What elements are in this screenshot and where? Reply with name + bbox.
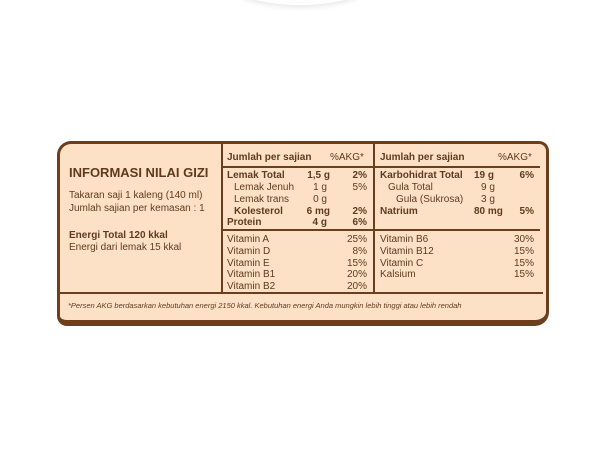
- servings-per-pack: Jumlah sajian per kemasan : 1: [69, 203, 205, 214]
- vitamin-name: Vitamin D: [227, 245, 271, 257]
- footnote: *Persen AKG berdasarkan kebutuhan energi…: [68, 301, 462, 310]
- nutrient-name: Karbohidrat Total: [380, 170, 463, 181]
- header-akg: %AKG*: [498, 152, 532, 163]
- nutrient-name: Lemak trans: [234, 194, 290, 205]
- vitamin-akg: 20%: [346, 269, 367, 281]
- serving-size: Takaran saji 1 kaleng (140 ml): [69, 190, 203, 201]
- panel-title: INFORMASI NILAI GIZI: [69, 165, 209, 180]
- nutrient-name: Gula Total: [388, 182, 433, 193]
- divider: [222, 166, 540, 168]
- nutrient-akg: 2%: [352, 170, 367, 181]
- vitamin-akg: 25%: [346, 234, 367, 245]
- nutrient-amount: 3 g: [481, 194, 495, 205]
- nutrient-akg: 2%: [352, 206, 367, 217]
- nutrient-amount: 80 mg: [474, 206, 503, 217]
- divider: [221, 144, 223, 293]
- header-amount: Jumlah per sajian: [227, 152, 312, 163]
- nutrient-amount: 1,5 g: [307, 170, 330, 181]
- nutrition-facts-panel: [57, 141, 549, 326]
- vitamin-akg: 30%: [513, 234, 534, 245]
- nutrient-amount: 9 g: [481, 182, 495, 193]
- nutrient-akg: 5%: [352, 182, 367, 193]
- header-akg: %AKG*: [330, 152, 364, 163]
- nutrient-name: Lemak Jenuh: [234, 182, 295, 193]
- nutrient-akg: 5%: [519, 206, 534, 217]
- vitamin-name: Vitamin B2: [227, 281, 276, 293]
- energy-total: Energi Total 120 kkal: [69, 230, 168, 241]
- nutrient-name: Natrium: [380, 206, 418, 217]
- energy-from-fat: Energi dari lemak 15 kkal: [69, 242, 182, 253]
- vitamin-name: Vitamin B6: [380, 234, 429, 245]
- vitamin-name: Vitamin A: [227, 234, 270, 245]
- divider: [60, 292, 543, 294]
- vitamin-akg: 15%: [513, 269, 534, 281]
- vitamin-name: Vitamin E: [227, 257, 270, 269]
- nutrient-amount: 0 g: [313, 194, 327, 205]
- vitamin-name: Vitamin B1: [227, 269, 276, 281]
- nutrient-akg: 6%: [352, 217, 367, 228]
- nutrient-name: Kolesterol: [234, 206, 283, 217]
- divider: [222, 229, 540, 231]
- vitamin-akg: 15%: [513, 245, 534, 257]
- vitamin-akg: 8%: [352, 245, 367, 257]
- nutrient-amount: 6 mg: [306, 206, 330, 217]
- nutrient-amount: 1 g: [313, 182, 327, 193]
- vitamin-name: Vitamin C: [380, 257, 424, 269]
- nutrient-name: Lemak Total: [227, 170, 285, 181]
- nutrient-name: Gula (Sukrosa): [396, 194, 464, 205]
- vitamin-akg: 15%: [513, 257, 534, 269]
- header-amount: Jumlah per sajian: [380, 152, 465, 163]
- vitamin-name: Vitamin B12: [380, 245, 434, 257]
- nutrient-amount: 4 g: [312, 217, 327, 228]
- product-edge: [230, 0, 370, 5]
- nutrient-amount: 19 g: [474, 170, 495, 181]
- nutrient-name: Protein: [227, 217, 262, 228]
- nutrient-akg: 6%: [519, 170, 534, 181]
- vitamin-name: Kalsium: [380, 269, 416, 281]
- divider: [373, 144, 375, 293]
- vitamin-akg: 15%: [346, 257, 367, 269]
- vitamin-akg: 20%: [346, 281, 367, 293]
